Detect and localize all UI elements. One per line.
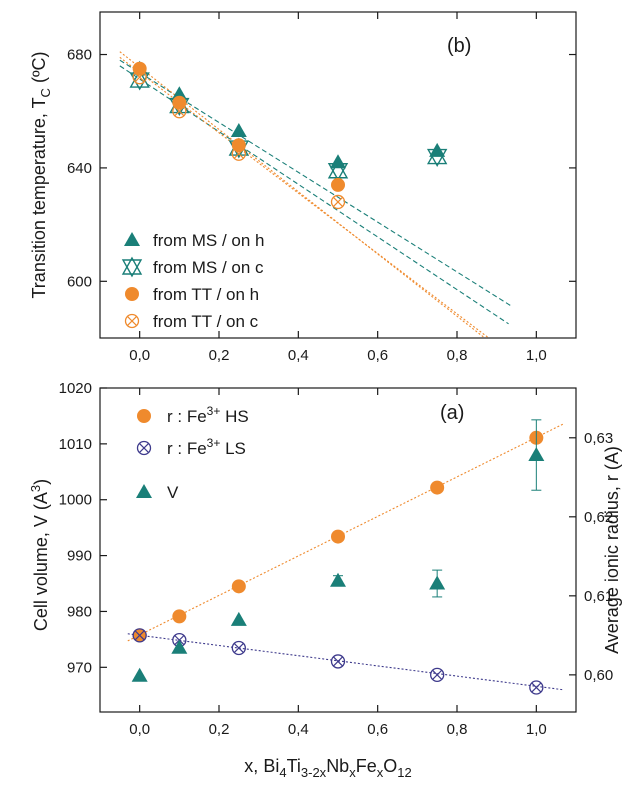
panel-a-x-tick-label: 0,4 <box>288 721 309 738</box>
panel-b-y-tick-label: 640 <box>67 160 92 177</box>
panel-a-y-axis-label-right: Average ionic radius, r (A) <box>602 446 622 654</box>
panel-a-point-series-1 <box>132 628 147 643</box>
panel-b-legend-label-1: from MS / on c <box>153 258 264 277</box>
panel-a-y-tick-label-right: 0,62 <box>584 509 613 526</box>
panel-a-point-series-2 <box>230 611 247 626</box>
panel-b-x-tick-label: 0,8 <box>447 347 468 364</box>
panel-a-point-series-1 <box>529 680 544 695</box>
panel-a-y-tick-label-right: 0,63 <box>584 430 613 447</box>
panel-b-x-tick-label: 1,0 <box>526 347 547 364</box>
panel-a-y-tick-label-left: 980 <box>67 603 92 620</box>
panel-a-x-axis-label: x, Bi4Ti3-2xNbxFexO12 <box>244 756 411 780</box>
panel-a-point-series-0 <box>430 480 445 495</box>
panel-a-point-series-1 <box>231 640 246 656</box>
panel-b-fit-line <box>119 65 509 325</box>
panel-a-point-series-1 <box>330 654 346 669</box>
panel-a-point-series-2 <box>528 447 545 462</box>
panel-a-point-series-2 <box>330 572 346 587</box>
panel-a-fit-line <box>127 633 565 691</box>
panel-a-point-series-0 <box>172 609 187 624</box>
panel-a-point-series-2 <box>171 639 188 654</box>
panel-a-point-series-2 <box>429 575 446 590</box>
panel-b-legend-label-3: from TT / on c <box>153 312 259 331</box>
panel-a-plot-frame <box>99 387 577 713</box>
panel-a-y-tick-label-left: 1020 <box>59 380 92 397</box>
panel-a-label: (a) <box>440 402 464 424</box>
panel-a-x-tick-label: 1,0 <box>526 721 547 738</box>
panel-a-legend-marker-1 <box>136 440 152 456</box>
panel-b-point-series-3 <box>231 146 246 161</box>
panel-a-y-tick-label-left: 990 <box>67 548 92 565</box>
panel-b-x-tick-label: 0,0 <box>129 347 150 364</box>
panel-a-point-series-0 <box>331 529 345 544</box>
panel-b-legend-label-2: from TT / on h <box>153 285 259 304</box>
panel-b-legend: from MS / on h from MS / on c from TT / on… <box>121 231 264 331</box>
panel-a-legend-label-1: r : Fe3+ LS <box>167 436 246 458</box>
panel-a-x-tick-label: 0,0 <box>129 721 150 738</box>
panel-a-y-axis-label-left: Cell volume, V (A3) <box>28 479 51 631</box>
panel-a-y-tick-label-left: 1010 <box>59 436 92 453</box>
panel-a-legend-label-0: r : Fe3+ HS <box>167 404 249 426</box>
panel-b-fit-line <box>119 59 513 308</box>
panel-b-x-tick-label: 0,6 <box>367 347 388 364</box>
panel-b-legend-label-0: from MS / on h <box>153 231 264 250</box>
panel-a-y-tick-label-left: 1000 <box>59 492 92 509</box>
panel-b-point-series-1 <box>327 160 349 182</box>
panel-a-x-tick-label: 0,2 <box>209 721 230 738</box>
panel-a-legend: r : Fe3+ HS r : Fe3+ LS V <box>136 404 249 502</box>
panel-b-plot-frame <box>99 11 577 339</box>
panel-b-y-tick-label: 600 <box>67 273 92 290</box>
panel-a-y-tick-label-left: 970 <box>67 659 92 676</box>
panel-b-point-series-1 <box>426 146 448 168</box>
panel-b-point-series-0 <box>171 86 188 101</box>
panel-b-legend-marker-0 <box>124 232 140 246</box>
panel-b-y-axis-label: Transition temperature, TC (ºC) <box>29 51 53 298</box>
panel-a-fit-line <box>127 423 565 642</box>
panel-a-x-tick-label: 0,6 <box>367 721 388 738</box>
panel-b-point-series-3 <box>132 70 147 85</box>
panel-b-point-series-2 <box>331 177 345 192</box>
panel-a-legend-marker-2 <box>136 484 152 498</box>
panel-a-legend-label-2: V <box>167 483 179 502</box>
panel-a-point-series-0 <box>231 579 246 594</box>
panel-b-label: (b) <box>447 35 471 57</box>
panel-b-legend-marker-2 <box>125 287 139 301</box>
panel-b-x-tick-label: 0,4 <box>288 347 309 364</box>
panel-a-y-tick-label-right: 0,61 <box>584 588 613 605</box>
panel-a-point-series-2 <box>131 667 148 682</box>
panel-b-x-tick-label: 0,2 <box>209 347 230 364</box>
panel-b-point-series-0 <box>230 123 247 138</box>
panel-b-legend-marker-3 <box>124 313 140 329</box>
panel-b-point-series-3 <box>330 194 346 210</box>
panel-b-legend-marker-1 <box>121 256 143 278</box>
panel-a-y-tick-label-right: 0,60 <box>584 667 613 684</box>
panel-a-point-series-1 <box>430 667 445 683</box>
panel-b-point-series-3 <box>172 104 187 119</box>
panel-a-legend-marker-0 <box>137 409 151 423</box>
panel-a-x-tick-label: 0,8 <box>447 721 468 738</box>
panel-b-y-tick-label: 680 <box>67 47 92 64</box>
